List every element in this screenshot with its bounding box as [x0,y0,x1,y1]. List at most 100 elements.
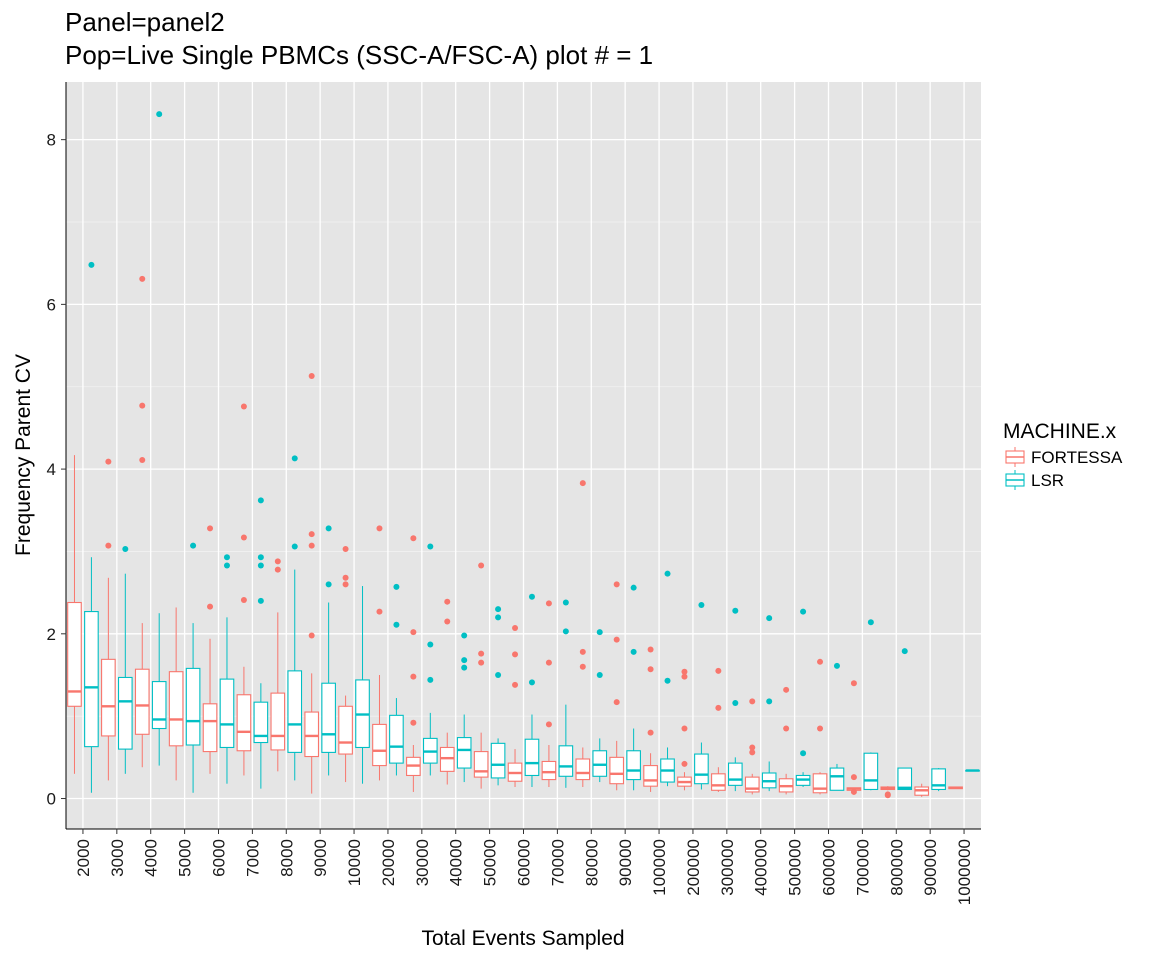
outlier-point [545,721,552,728]
outlier-point [647,729,654,736]
box-iqr [134,668,150,735]
box-iqr [541,760,557,781]
x-tick-label: 900000 [921,839,940,896]
outlier-point [342,574,349,581]
box-fortessa-100000 [643,646,658,792]
x-tick-label: 80000 [582,839,601,886]
outlier-point [512,625,519,632]
box-lsr-5000 [185,542,201,793]
outlier-point [681,668,688,675]
outlier-point [579,480,586,487]
outlier-point [105,542,112,549]
outlier-point [308,373,315,380]
outlier-point [223,554,230,561]
legend-label-lsr: LSR [1031,471,1064,490]
outlier-point [817,725,824,732]
outlier-point [732,699,739,706]
outlier-point [681,760,688,767]
outlier-point [630,648,637,655]
x-tick-label: 7000 [243,839,262,877]
outlier-point [223,562,230,569]
box-fortessa-400000 [744,698,760,795]
x-axis-ticks: 2000 3000 4000 5000 6000 7000 8000 9000 10000 200… [74,829,974,905]
box-iqr [575,758,591,781]
outlier-point [478,650,485,657]
outlier-point [715,704,722,711]
box-iqr [558,745,574,777]
y-tick-label: 0 [47,790,56,809]
box-iqr [101,658,116,737]
x-tick-label: 8000 [277,839,296,877]
box-lsr-700000 [863,619,879,791]
boxplots [67,111,980,799]
outlier-point [139,457,146,464]
outlier-point [308,632,315,639]
outlier-point [207,525,214,532]
box-iqr [219,678,235,749]
outlier-point [579,663,586,670]
outlier-point [325,581,332,588]
box-lsr-400000 [761,615,777,792]
outlier-point [105,458,112,465]
box-fortessa-300000 [711,667,726,792]
box-fortessa-90000 [609,581,625,791]
box-fortessa-6000 [202,525,218,774]
outlier-point [698,601,705,608]
box-fortessa-200000 [677,668,692,791]
outlier-point [850,680,857,687]
box-fortessa-800000 [880,786,896,799]
y-tick-label: 2 [47,625,56,644]
x-tick-label: 4000 [142,839,161,877]
box-lsr-80000 [592,629,608,783]
outlier-point [562,628,569,635]
box-lsr-4000 [151,111,167,766]
box-lsr-40000 [456,632,472,783]
outlier-point [308,542,315,549]
x-tick-label: 5000 [176,839,195,877]
legend-item-lsr: LSR [1005,470,1064,490]
box-lsr-500000 [795,608,811,787]
box-lsr-6000 [219,554,235,784]
outlier-point [800,750,807,757]
outlier-point [393,621,400,628]
x-tick-label: 100000 [650,839,669,896]
outlier-point [528,593,535,600]
outlier-point [427,641,434,648]
box-iqr [270,692,286,751]
legend-item-fortessa: FORTESSA [1005,447,1123,467]
outlier-point [766,615,773,622]
x-tick-label: 600000 [820,839,839,896]
x-tick-label: 300000 [718,839,737,896]
box-iqr [117,676,133,750]
x-tick-label: 90000 [616,839,635,886]
x-tick-label: 30000 [413,839,432,886]
box-lsr-20000 [389,583,404,776]
box-lsr-200000 [694,601,709,790]
box-iqr [829,767,845,791]
outlier-point [376,525,383,532]
outlier-point [833,662,840,669]
box-iqr [524,738,540,777]
chart-title: Panel=panel2 [65,7,225,37]
outlier-point [342,545,349,552]
outlier-point [800,608,807,615]
box-iqr [490,742,506,779]
x-axis-title: Total Events Sampled [421,927,624,950]
y-tick-label: 6 [47,295,56,314]
outlier-point [156,111,163,118]
legend-title: MACHINE.x [1003,420,1117,443]
box-iqr [338,705,353,755]
outlier-point [139,402,146,409]
box-fortessa-60000 [507,625,523,787]
x-tick-label: 400000 [752,839,771,896]
box-iqr [304,711,320,758]
outlier-point [630,584,637,591]
chart-subtitle: Pop=Live Single PBMCs (SSC-A/FSC-A) plot… [65,40,653,70]
box-lsr-100000 [660,570,675,787]
box-fortessa-600000 [812,658,828,795]
box-iqr [253,701,269,744]
x-tick-label: 10000 [345,839,364,886]
box-fortessa-10000 [338,545,353,783]
x-tick-label: 6000 [210,839,229,877]
outlier-point [478,562,485,569]
